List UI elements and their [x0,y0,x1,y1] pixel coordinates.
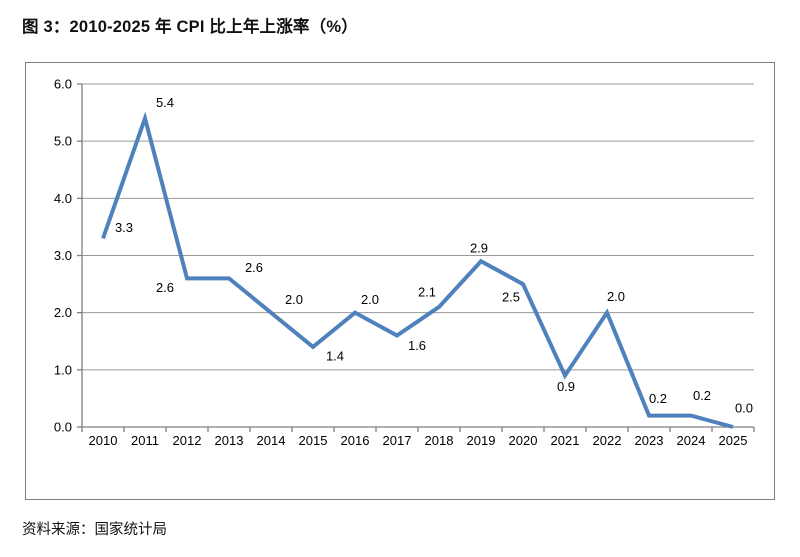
x-tick-label: 2020 [509,433,538,448]
data-label: 2.6 [245,260,263,275]
y-tick-label: 6.0 [54,77,72,92]
data-label: 1.6 [408,338,426,353]
y-tick-label: 3.0 [54,248,72,263]
x-tick-label: 2016 [341,433,370,448]
data-label: 2.9 [470,241,488,256]
x-tick-label: 2011 [131,433,159,448]
data-label: 0.2 [649,391,667,406]
y-tick-label: 0.0 [54,420,72,435]
data-label: 2.5 [502,290,520,305]
x-tick-label: 2017 [383,433,412,448]
source-note: 资料来源：国家统计局 [22,522,167,538]
data-label: 0.9 [557,379,575,394]
chart-frame: 0.0 1.0 2.0 3.0 4.0 5.0 6.0 2010 2011 2012 2013 201… [25,62,775,500]
figure-title: 图 3：2010-2025 年 CPI 比上年上涨率（%） [22,18,358,36]
data-label: 2.6 [156,280,174,295]
cpi-series-line [101,111,734,429]
data-label: 2.1 [418,284,436,299]
x-tick-label: 2025 [719,433,748,448]
axes: 0.0 1.0 2.0 3.0 4.0 5.0 6.0 2010 2011 2012 2013 201… [54,77,755,448]
x-tick-label: 2021 [551,433,580,448]
y-tick-label: 5.0 [54,134,72,149]
data-label: 2.0 [607,289,625,304]
data-label: 5.4 [156,95,174,110]
data-label: 1.4 [326,348,344,363]
data-label: 3.3 [115,220,133,235]
gridlines [82,83,754,371]
data-label: 2.0 [285,292,303,307]
x-tick-label: 2018 [425,433,454,448]
y-tick-label: 1.0 [54,362,72,377]
x-tick-label: 2022 [593,433,622,448]
data-labels: 3.3 5.4 2.6 2.6 2.0 1.4 2.0 1.6 2.1 2.9 2.5 0.9 2.0 0… [115,95,753,416]
x-tick-label: 2013 [215,433,244,448]
data-label: 0.0 [735,401,753,416]
data-label: 2.0 [361,292,379,307]
x-tick-label: 2015 [299,433,328,448]
x-tick-label: 2019 [467,433,496,448]
x-tick-label: 2010 [89,433,118,448]
x-tick-label: 2023 [635,433,664,448]
x-tick-label: 2012 [173,433,202,448]
y-tick-label: 2.0 [54,305,72,320]
x-tick-label: 2024 [677,433,706,448]
y-tick-label: 4.0 [54,191,72,206]
x-tick-label: 2014 [257,433,286,448]
data-label: 0.2 [693,388,711,403]
cpi-line-chart: 0.0 1.0 2.0 3.0 4.0 5.0 6.0 2010 2011 2012 2013 201… [54,77,755,448]
